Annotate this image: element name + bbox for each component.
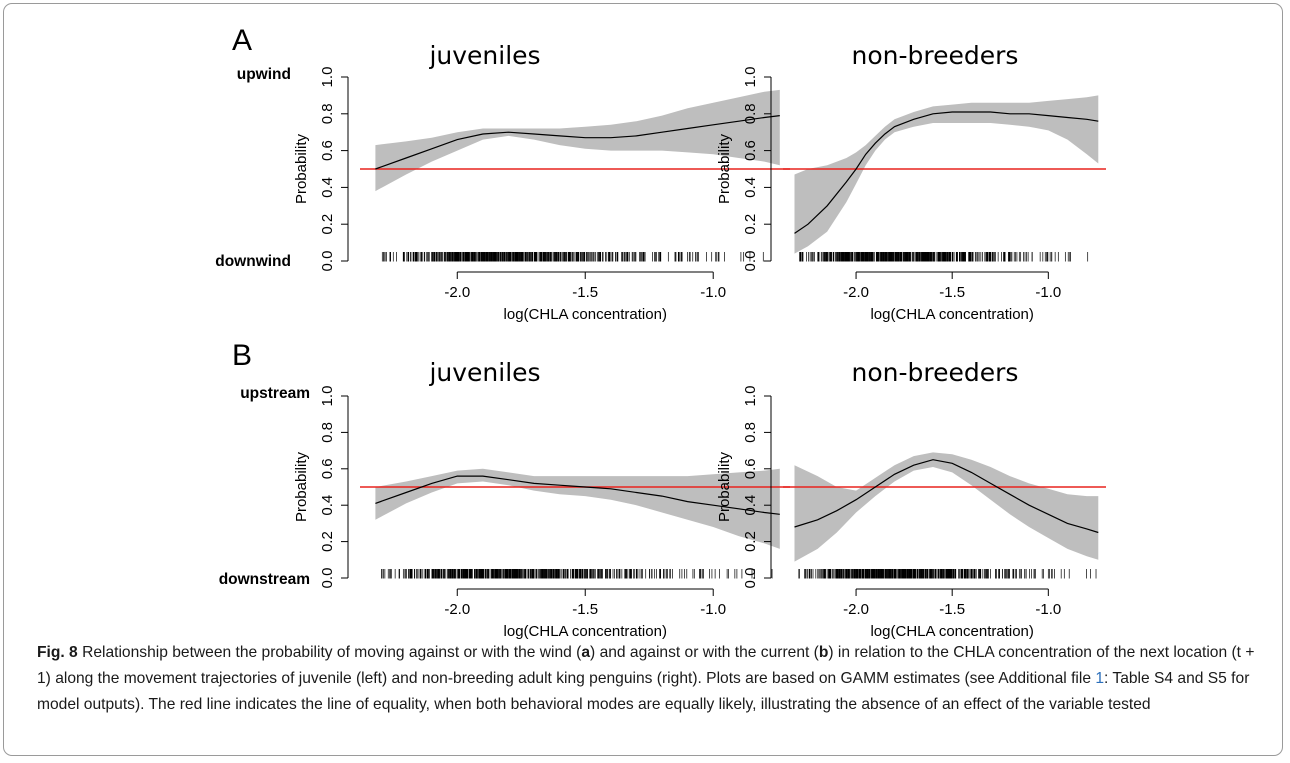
top-direction-label: upstream	[240, 385, 310, 402]
chart-panel-1: 0.0 0.2 0.4 0.6 0.8 1.0 Probability -2.0 -1.5 -1.…	[215, 24, 790, 323]
x-tick-label: -1.0	[1035, 601, 1061, 618]
y-tick-label: 0.4	[742, 177, 759, 198]
y-tick-label: 0.0	[319, 568, 336, 589]
y-tick-label: 0.6	[319, 458, 336, 479]
panel-letter: B	[232, 339, 252, 372]
chart-panel-2: 0.0 0.2 0.4 0.6 0.8 1.0 Probability -2.0 -1.5 -1.…	[716, 41, 1106, 323]
bottom-direction-label: downwind	[215, 253, 291, 270]
y-axis-label: Probability	[716, 133, 733, 204]
gamm-estimate-line	[794, 111, 1099, 234]
y-tick-label: 0.8	[319, 103, 336, 124]
x-axis-label: log(CHLA concentration)	[870, 306, 1033, 323]
confidence-band	[375, 89, 780, 192]
x-tick-label: -1.0	[700, 601, 726, 618]
gamm-estimate-line	[794, 459, 1099, 534]
y-tick-label: 0.4	[742, 495, 759, 516]
caption-figure-label: Fig. 8	[37, 644, 78, 661]
panel-title: non-breeders	[852, 41, 1019, 70]
caption-text: ) and against or with the current (	[590, 644, 819, 661]
panel-title: juveniles	[428, 41, 540, 70]
rug-marks	[799, 252, 1089, 262]
gamm-estimate-line	[375, 115, 780, 170]
chart-panel-3: 0.0 0.2 0.4 0.6 0.8 1.0 Probability -2.0 -1.5 -1.…	[219, 339, 790, 640]
panel-letter: A	[232, 24, 252, 57]
x-tick-label: -2.0	[444, 601, 470, 618]
confidence-band	[794, 95, 1099, 254]
y-tick-label: 0.2	[319, 531, 336, 552]
x-tick-label: -1.0	[1035, 284, 1061, 301]
top-direction-label: upwind	[237, 66, 291, 83]
y-tick-label: 0.8	[319, 422, 336, 443]
y-tick-label: 0.0	[742, 251, 759, 272]
y-tick-label: 0.2	[319, 214, 336, 235]
rug-marks	[381, 569, 773, 579]
x-tick-label: -1.5	[939, 601, 965, 618]
figure-frame	[3, 3, 1283, 756]
caption-panel-b: b	[818, 644, 829, 661]
x-axis-label: log(CHLA concentration)	[504, 623, 667, 640]
y-tick-label: 0.8	[742, 103, 759, 124]
panel-title: non-breeders	[852, 358, 1019, 387]
y-tick-label: 0.4	[319, 495, 336, 516]
y-axis-label: Probability	[293, 451, 310, 522]
y-tick-label: 0.0	[319, 251, 336, 272]
x-tick-label: -2.0	[843, 284, 869, 301]
y-tick-label: 0.2	[742, 531, 759, 552]
confidence-band	[375, 468, 780, 549]
x-tick-label: -2.0	[843, 601, 869, 618]
y-axis-label: Probability	[293, 133, 310, 204]
chart-panel-4: 0.0 0.2 0.4 0.6 0.8 1.0 Probability -2.0 -1.5 -1.…	[716, 358, 1106, 640]
y-tick-label: 1.0	[319, 386, 336, 407]
y-tick-label: 0.2	[742, 214, 759, 235]
x-tick-label: -1.0	[700, 284, 726, 301]
y-axis-label: Probability	[716, 451, 733, 522]
y-tick-label: 0.8	[742, 422, 759, 443]
x-axis-label: log(CHLA concentration)	[504, 306, 667, 323]
caption-text: Relationship between the probability of …	[77, 644, 582, 661]
additional-file-link[interactable]: 1	[1095, 670, 1105, 687]
x-tick-label: -1.5	[572, 284, 598, 301]
rug-marks	[798, 569, 1097, 579]
gamm-estimate-line	[375, 475, 780, 515]
figure-charts: 0.0 0.2 0.4 0.6 0.8 1.0 Probability -2.0 -1.5 -1.…	[215, 24, 1106, 640]
x-tick-label: -1.5	[939, 284, 965, 301]
rug-marks	[381, 252, 764, 262]
x-axis-label: log(CHLA concentration)	[870, 623, 1033, 640]
y-tick-label: 0.6	[319, 140, 336, 161]
y-tick-label: 1.0	[742, 386, 759, 407]
caption-text: : Table S4 and S5 for model outputs). Th…	[37, 670, 1250, 713]
y-tick-label: 1.0	[319, 67, 336, 88]
y-tick-label: 0.0	[742, 568, 759, 589]
y-tick-label: 0.6	[742, 458, 759, 479]
x-tick-label: -2.0	[444, 284, 470, 301]
y-tick-label: 0.6	[742, 140, 759, 161]
figure-caption: Fig. 8 Relationship between the probabil…	[37, 640, 1265, 718]
caption-panel-a: a	[581, 644, 591, 661]
x-tick-label: -1.5	[572, 601, 598, 618]
bottom-direction-label: downstream	[219, 571, 310, 588]
panel-title: juveniles	[428, 358, 540, 387]
y-tick-label: 1.0	[742, 67, 759, 88]
caption-text: ) in relation to the CHLA concentration …	[37, 644, 1255, 687]
y-tick-label: 0.4	[319, 177, 336, 198]
confidence-band	[794, 452, 1099, 562]
